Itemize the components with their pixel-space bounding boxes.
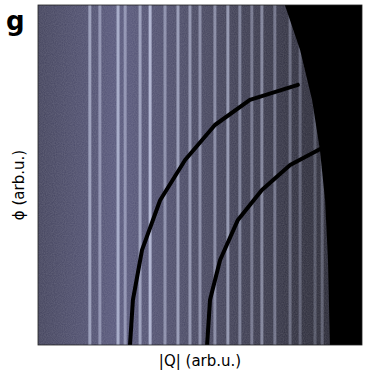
streak: [164, 5, 167, 345]
streak: [299, 5, 302, 345]
y-axis-title: ϕ (arb.u.): [10, 150, 28, 220]
streak: [149, 5, 152, 345]
streak: [238, 5, 241, 345]
streak: [117, 5, 120, 345]
figure: g |Q| (arb.u.) ϕ (arb.u.): [0, 0, 374, 375]
streak: [199, 5, 202, 345]
plot-area: [38, 5, 362, 345]
detector-shadow: [285, 5, 362, 345]
arc: [130, 85, 298, 345]
frame: [38, 5, 362, 345]
streak: [226, 5, 229, 345]
streak: [98, 5, 101, 345]
streak: [88, 5, 91, 345]
streak: [289, 5, 292, 345]
panel-label: g: [6, 6, 25, 36]
streak: [213, 5, 216, 345]
streak: [124, 5, 127, 345]
streak: [260, 5, 263, 345]
x-axis-title: |Q| (arb.u.): [159, 352, 241, 370]
streak: [188, 5, 191, 345]
streak: [250, 5, 253, 345]
arc: [207, 148, 322, 345]
streak: [139, 5, 142, 345]
